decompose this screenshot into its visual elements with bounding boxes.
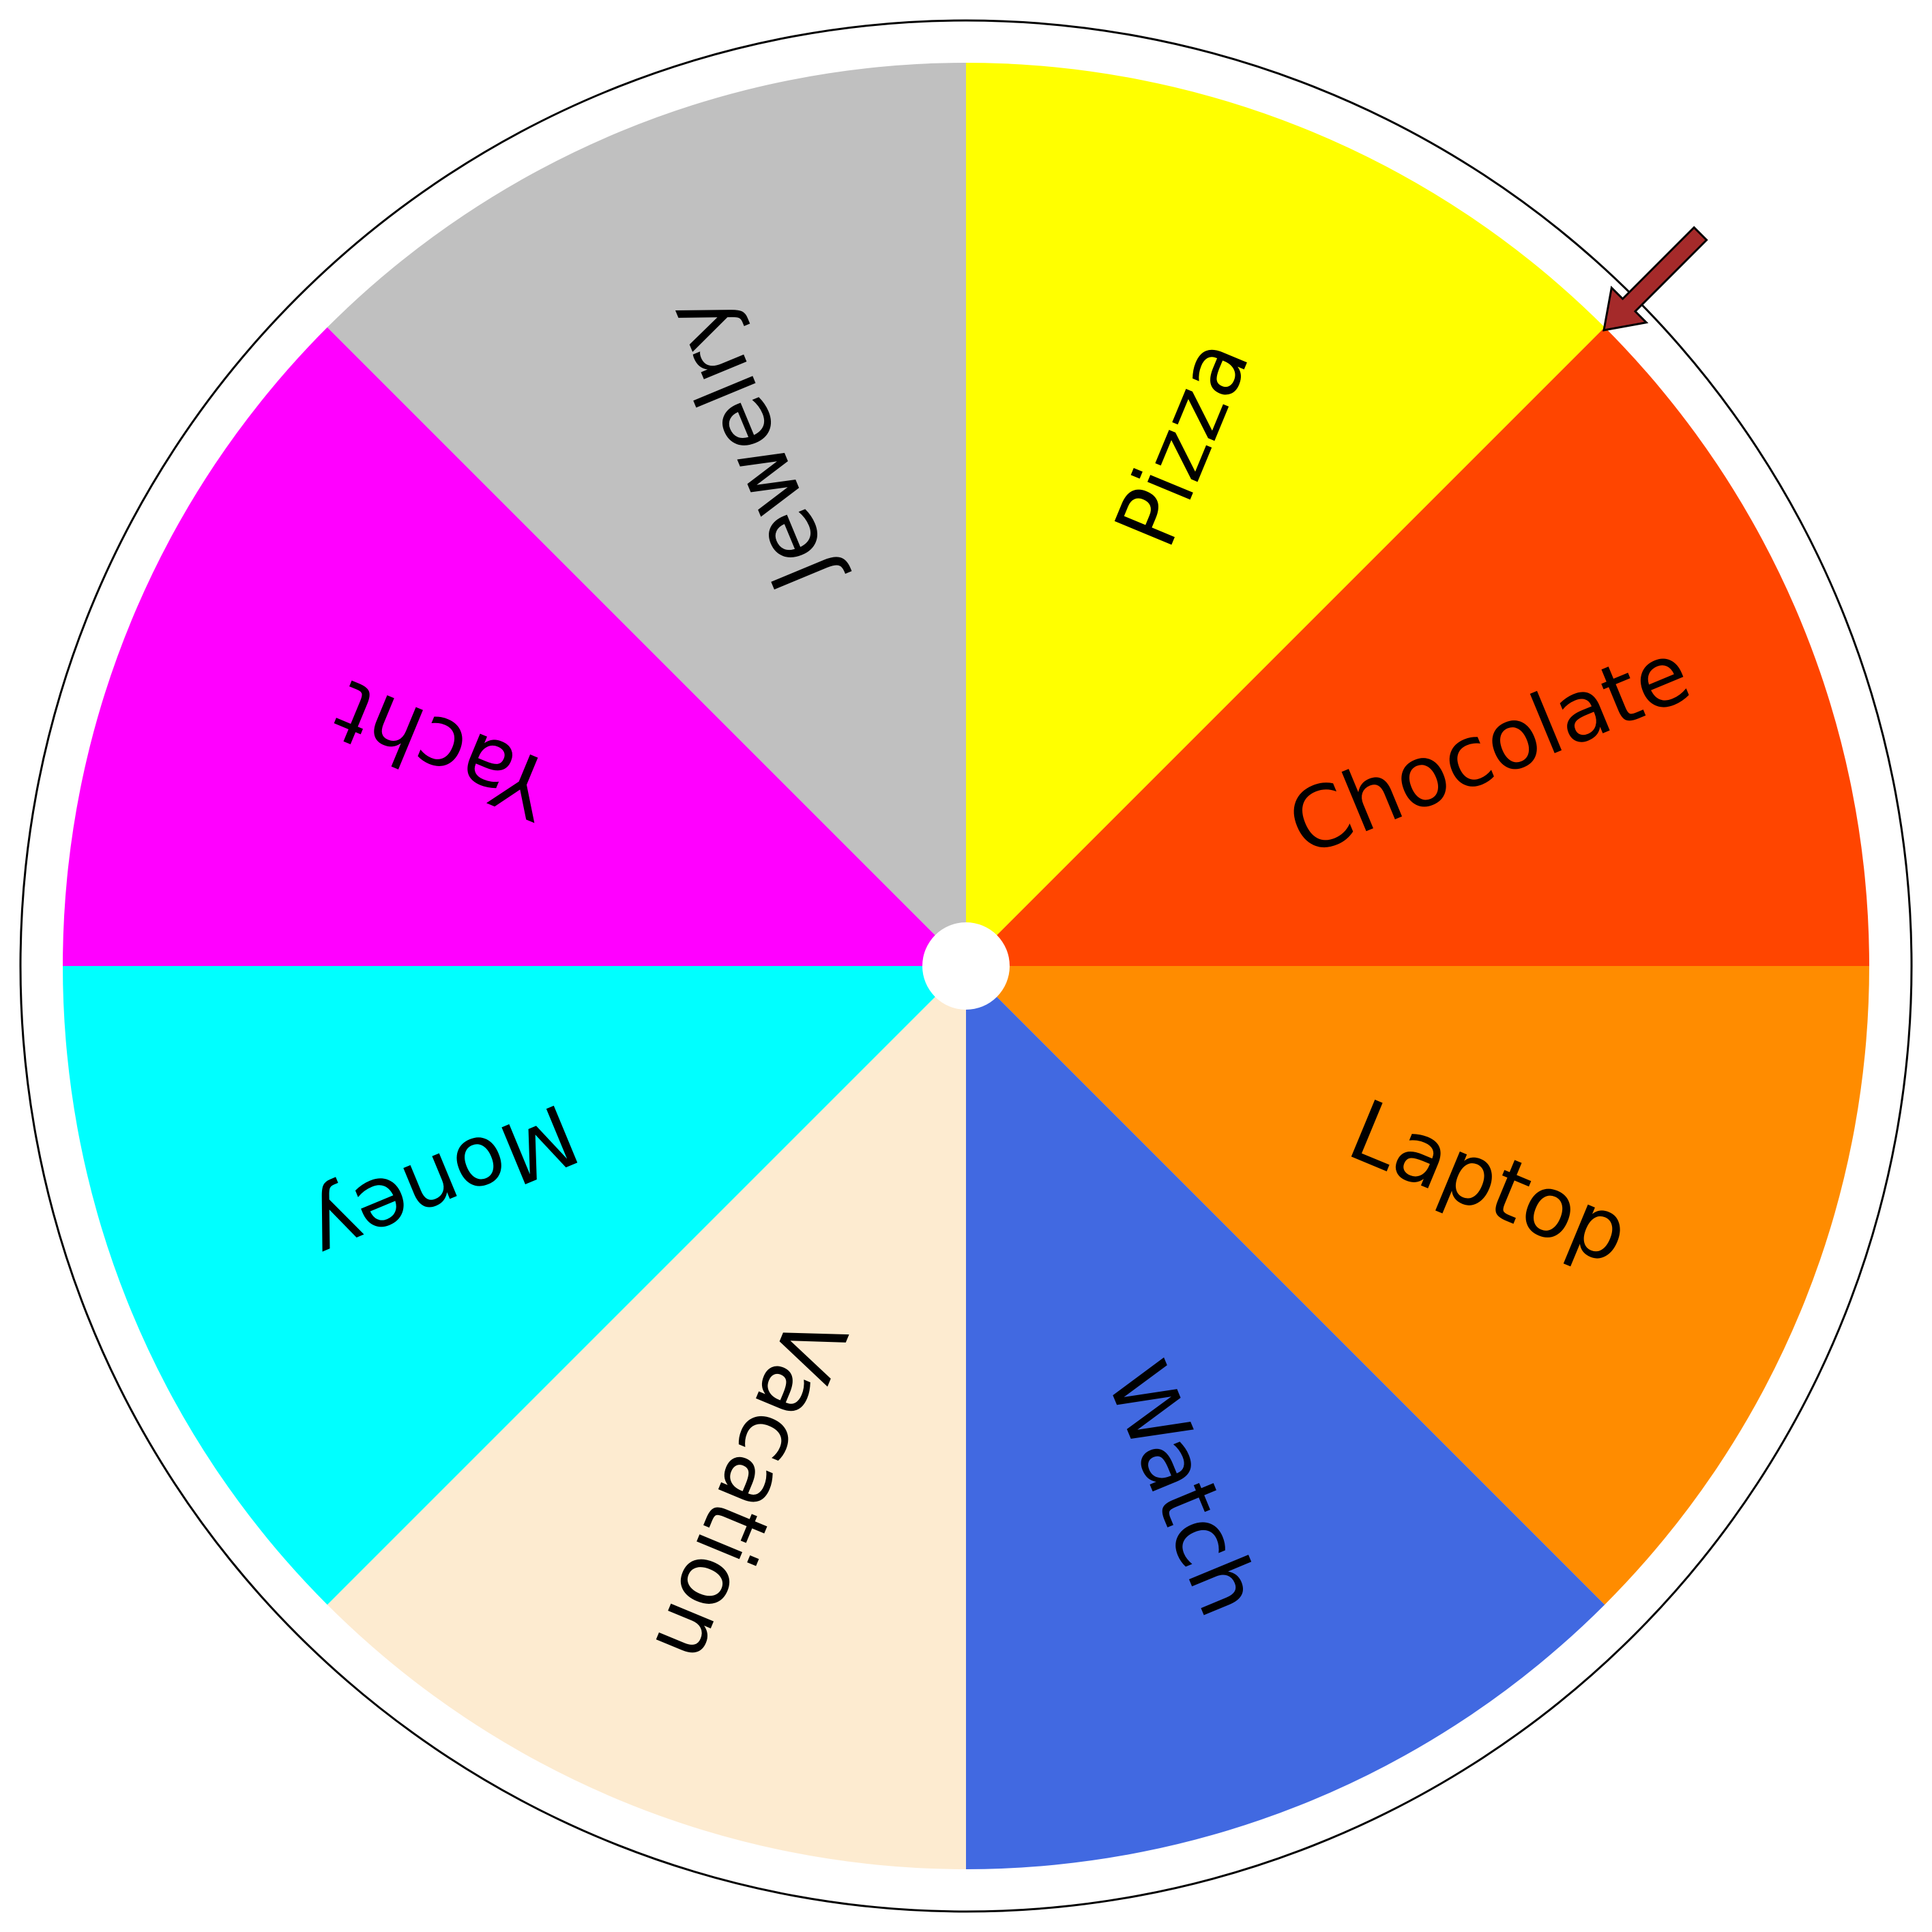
- wheel-hub[interactable]: [922, 922, 1010, 1010]
- arrow-pointer-icon: [1602, 226, 1708, 332]
- wheel-segment-jewelry: [327, 63, 966, 966]
- wheel-segment-chocolate: [966, 327, 1869, 966]
- wheel-segment-laptop: [966, 966, 1869, 1605]
- wheel-segment-watch: [966, 966, 1605, 1869]
- wheel-segment-vacation: [327, 966, 966, 1869]
- wheel-segments: [63, 63, 1869, 1869]
- wheel-segment-money: [63, 966, 966, 1605]
- wheel-segment-yacht: [63, 327, 966, 966]
- wheel-segment-pizza: [966, 63, 1605, 966]
